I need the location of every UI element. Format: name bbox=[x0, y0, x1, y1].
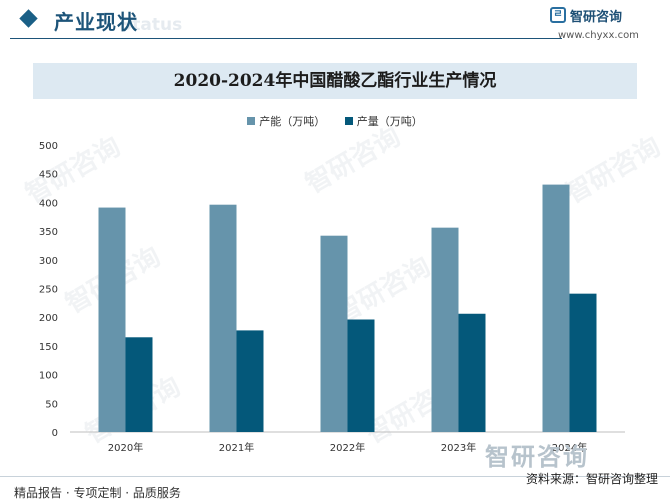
y-tick-label: 100 bbox=[39, 371, 58, 382]
legend-label-output: 产量（万吨） bbox=[356, 115, 423, 128]
legend-label-capacity: 产能（万吨） bbox=[259, 115, 326, 128]
footer-divider bbox=[0, 476, 670, 477]
y-tick-label: 300 bbox=[39, 256, 58, 267]
y-tick-label: 50 bbox=[45, 399, 58, 410]
brand-url: www.chyxx.com bbox=[558, 30, 639, 41]
footer-brand-watermark: 智研咨询 bbox=[485, 443, 589, 471]
brand-name: 智研咨询 bbox=[570, 10, 623, 25]
x-axis: 2020年 2021年 2022年 2023年 2024年 bbox=[108, 441, 587, 454]
y-tick-label: 500 bbox=[39, 141, 58, 152]
legend-swatch-capacity bbox=[247, 117, 256, 125]
section-subtitle: Status bbox=[120, 15, 183, 35]
y-tick-label: 250 bbox=[39, 285, 58, 296]
bar-output bbox=[569, 293, 597, 432]
x-tick-label: 2021年 bbox=[219, 441, 254, 454]
chart-legend: 产能（万吨） 产量（万吨） bbox=[0, 113, 670, 129]
bars bbox=[98, 184, 597, 432]
source-note: 资料来源：智研咨询整理 bbox=[525, 472, 658, 486]
chart-title-band: 2020-2024年中国醋酸乙酯行业生产情况 bbox=[33, 63, 637, 99]
bar-output bbox=[236, 330, 264, 432]
bar-capacity bbox=[431, 227, 459, 432]
bar-output bbox=[458, 313, 486, 432]
y-tick-label: 150 bbox=[39, 342, 58, 353]
bar-output bbox=[347, 319, 375, 432]
x-tick-label: 2022年 bbox=[330, 441, 365, 454]
bar-capacity bbox=[542, 184, 570, 432]
y-tick-label: 400 bbox=[39, 198, 58, 209]
y-tick-label: 0 bbox=[52, 428, 58, 439]
bar-output bbox=[125, 337, 153, 432]
bar-capacity bbox=[98, 207, 126, 432]
brand-block: ㄹ 智研咨询 www.chyxx.com bbox=[550, 6, 660, 42]
legend-item-capacity: 产能（万吨） bbox=[247, 113, 325, 129]
x-tick-label: 2020年 bbox=[108, 441, 143, 454]
chart-title: 2020-2024年中国醋酸乙酯行业生产情况 bbox=[173, 71, 497, 91]
legend-swatch-output bbox=[344, 117, 353, 125]
y-tick-label: 450 bbox=[39, 170, 58, 181]
y-axis: 0 50 100 150 200 250 300 350 400 450 500 bbox=[39, 141, 58, 439]
legend-item-output: 产量（万吨） bbox=[344, 113, 423, 129]
y-tick-label: 350 bbox=[39, 227, 58, 238]
brand-logo-icon: ㄹ bbox=[550, 7, 566, 23]
header-divider bbox=[10, 38, 562, 39]
bar-capacity bbox=[320, 235, 348, 432]
section-title: 产业现状 bbox=[54, 10, 138, 34]
x-tick-label: 2024年 bbox=[552, 441, 587, 454]
section-header: Status 产业现状 ㄹ 智研咨询 www.chyxx.com bbox=[0, 0, 670, 44]
footer-slogan: 精品报告 · 专项定制 · 品质服务 bbox=[14, 486, 181, 500]
x-tick-label: 2023年 bbox=[441, 441, 476, 454]
bar-capacity bbox=[209, 204, 237, 432]
y-tick-label: 200 bbox=[39, 313, 58, 324]
